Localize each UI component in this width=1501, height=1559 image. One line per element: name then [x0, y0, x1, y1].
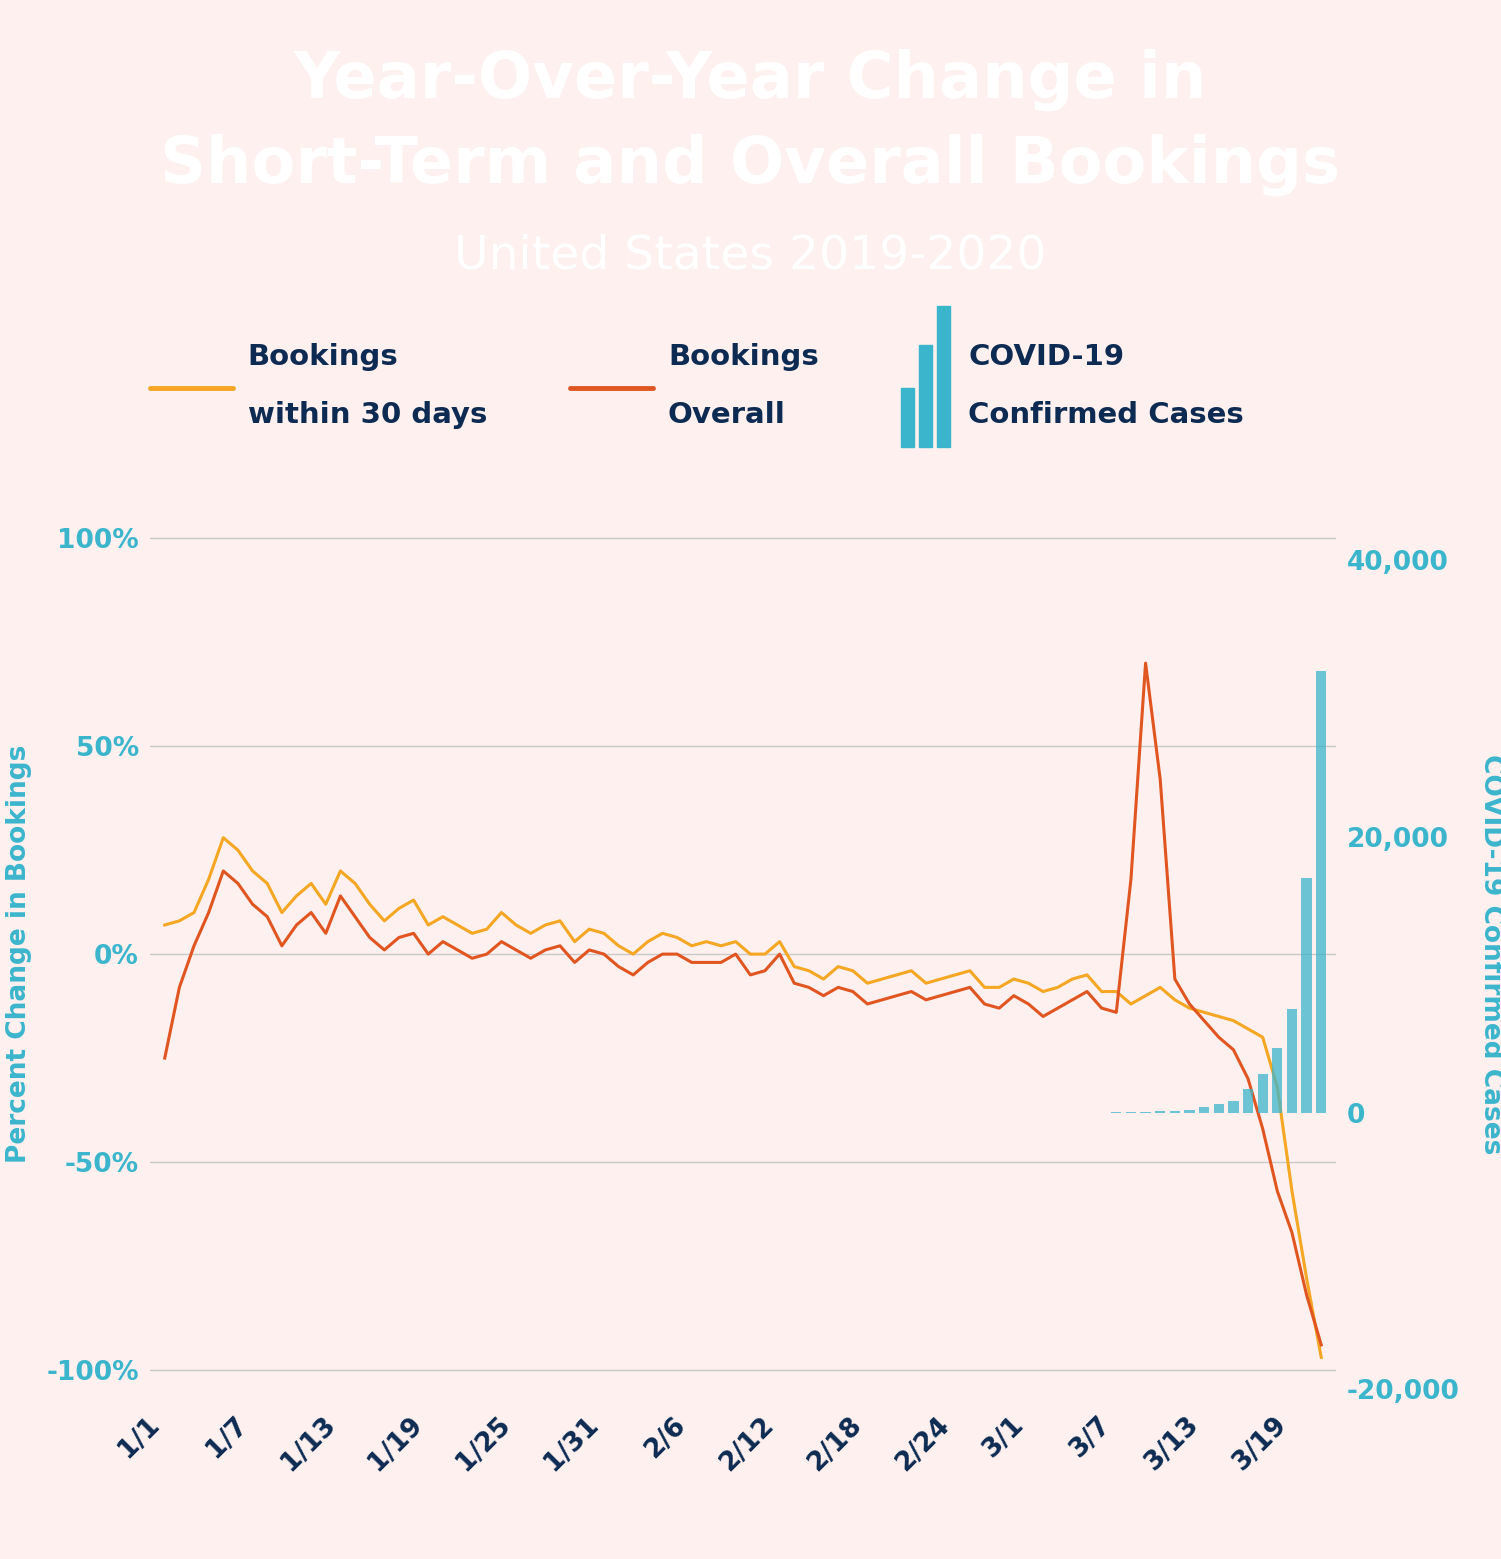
- Bar: [1286, 1009, 1297, 1113]
- Text: COVID-19: COVID-19: [968, 343, 1124, 371]
- Bar: [1301, 878, 1312, 1113]
- Bar: [1214, 1104, 1223, 1113]
- FancyBboxPatch shape: [937, 307, 950, 447]
- FancyBboxPatch shape: [901, 388, 914, 447]
- Y-axis label: COVID-19 Confirmed Cases: COVID-19 Confirmed Cases: [1478, 755, 1501, 1154]
- Bar: [1156, 1112, 1165, 1113]
- Bar: [1228, 1101, 1238, 1113]
- Bar: [1169, 1110, 1180, 1113]
- Text: Bookings: Bookings: [668, 343, 818, 371]
- Text: Confirmed Cases: Confirmed Cases: [968, 402, 1244, 429]
- FancyBboxPatch shape: [919, 346, 932, 447]
- Y-axis label: Percent Change in Bookings: Percent Change in Bookings: [6, 745, 33, 1163]
- Bar: [1199, 1107, 1210, 1113]
- Text: within 30 days: within 30 days: [248, 402, 486, 429]
- Bar: [1316, 670, 1327, 1113]
- Bar: [1258, 1074, 1268, 1113]
- Bar: [1243, 1090, 1253, 1113]
- Text: Year-Over-Year Change in: Year-Over-Year Change in: [294, 48, 1207, 111]
- Text: Short-Term and Overall Bookings: Short-Term and Overall Bookings: [161, 134, 1340, 196]
- Text: Bookings: Bookings: [248, 343, 398, 371]
- Bar: [1273, 1048, 1282, 1113]
- Bar: [1184, 1110, 1195, 1113]
- Text: United States 2019-2020: United States 2019-2020: [455, 234, 1046, 279]
- Text: Overall: Overall: [668, 402, 787, 429]
